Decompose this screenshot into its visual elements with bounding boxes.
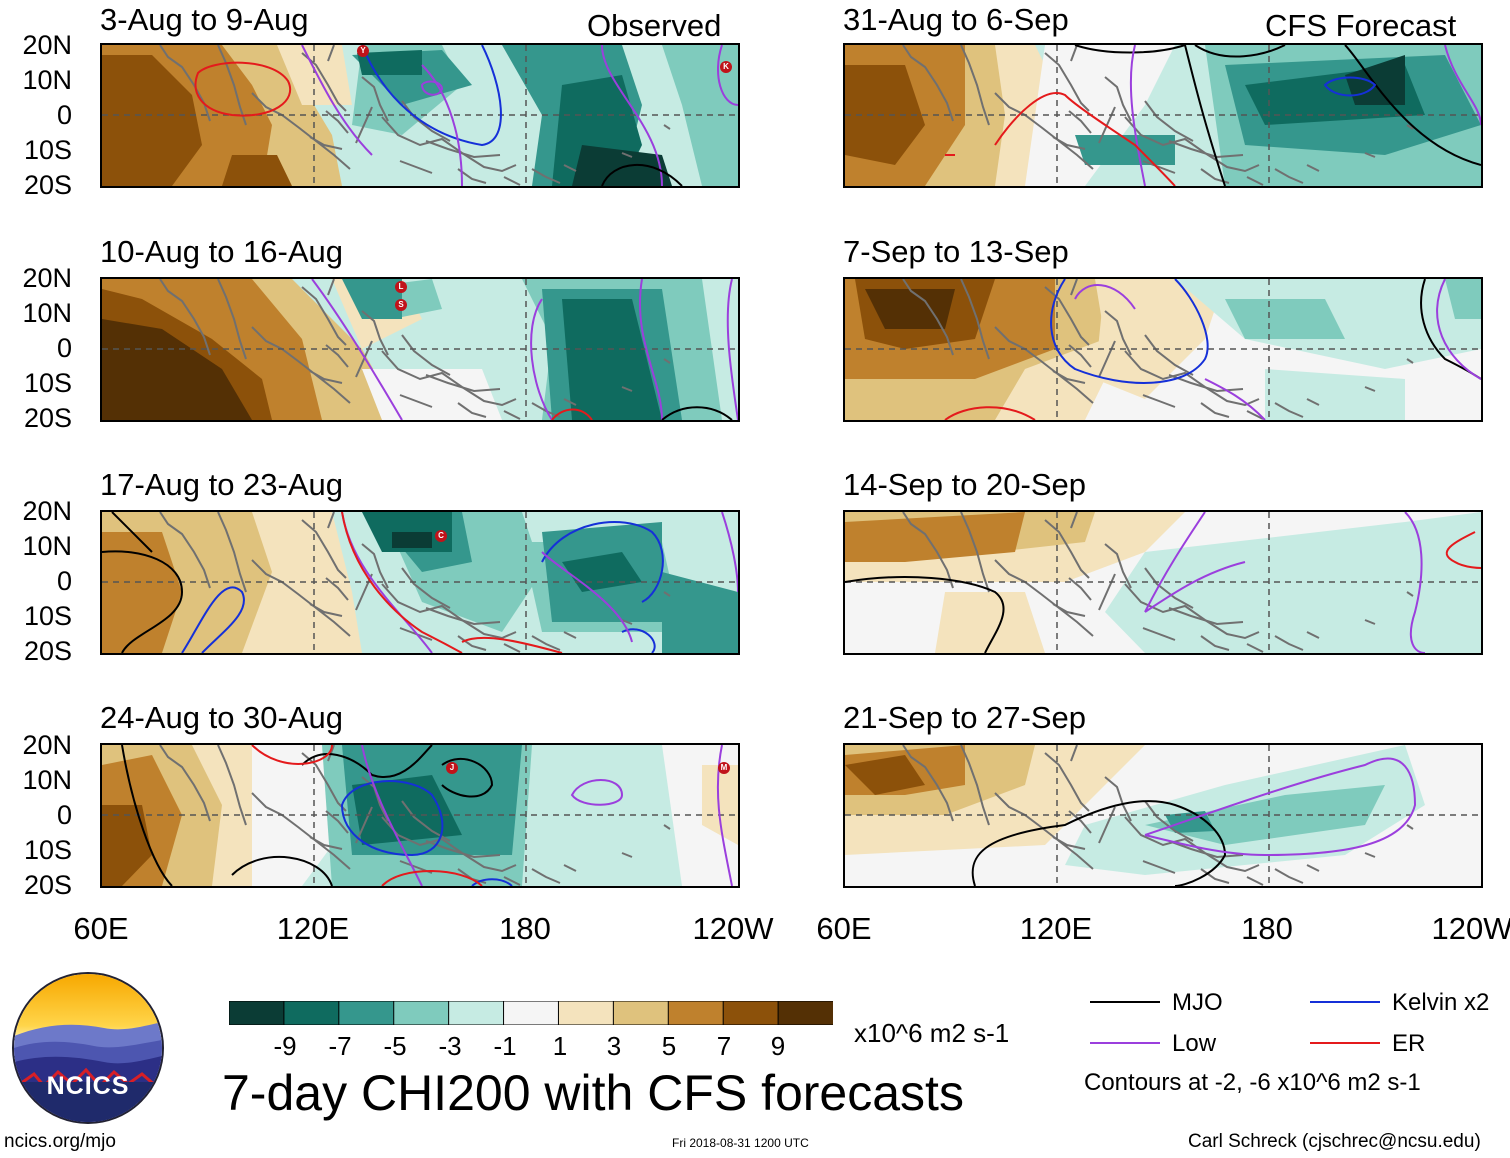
map-panel-fc-1 bbox=[843, 43, 1483, 188]
map-panel-fc-2 bbox=[843, 277, 1483, 422]
lon-label: 60E bbox=[73, 911, 129, 946]
map-panel-fc-3 bbox=[843, 510, 1483, 655]
lat-label: 20N bbox=[22, 263, 72, 293]
map-panel-obs-2: L S bbox=[100, 277, 740, 422]
storm-marker: L bbox=[395, 281, 407, 293]
colorbar-tick: 1 bbox=[552, 1031, 568, 1061]
storm-marker: J bbox=[446, 762, 458, 774]
lat-label: 10N bbox=[22, 65, 72, 95]
colorbar-tick: 3 bbox=[606, 1031, 622, 1061]
colorbar-tick: -9 bbox=[273, 1031, 297, 1061]
logo-graphic bbox=[14, 974, 162, 1122]
lon-label: 180 bbox=[499, 911, 551, 946]
legend-line-er bbox=[1310, 1042, 1380, 1044]
lat-label: 20S bbox=[23, 403, 72, 433]
storm-marker: S bbox=[395, 299, 407, 311]
legend-label-er: ER bbox=[1392, 1030, 1426, 1057]
lat-label: 20S bbox=[23, 870, 72, 900]
panel-title-obs-2: 10-Aug to 16-Aug bbox=[100, 234, 344, 269]
forecast-header: CFS Forecast bbox=[1265, 8, 1457, 43]
main-title: 7-day CHI200 with CFS forecasts bbox=[222, 1065, 964, 1121]
panel-title-fc-2: 7-Sep to 13-Sep bbox=[843, 234, 1069, 269]
lat-label: 10S bbox=[23, 601, 72, 631]
colorbar-tick: -1 bbox=[493, 1031, 517, 1061]
colorbar-swatch bbox=[338, 1000, 395, 1026]
colorbar-tick: 9 bbox=[770, 1031, 786, 1061]
lat-label: 0 bbox=[56, 333, 72, 363]
colorbar-swatch bbox=[557, 1000, 615, 1026]
lat-label: 0 bbox=[56, 566, 72, 596]
lat-label: 20S bbox=[23, 636, 72, 666]
colorbar bbox=[228, 1000, 835, 1026]
lat-label: 10N bbox=[22, 298, 72, 328]
lon-label: 120W bbox=[1431, 911, 1510, 946]
storm-marker: M bbox=[718, 762, 730, 774]
colorbar-tick: 7 bbox=[716, 1031, 732, 1061]
panel-title-obs-4: 24-Aug to 30-Aug bbox=[100, 700, 344, 735]
lon-label: 120E bbox=[1019, 911, 1093, 946]
legend-line-kelvin bbox=[1310, 1001, 1380, 1003]
legend-label-low: Low bbox=[1172, 1030, 1217, 1057]
legend-line-mjo bbox=[1090, 1001, 1160, 1003]
lon-label: 180 bbox=[1241, 911, 1293, 946]
legend-label-kelvin: Kelvin x2 bbox=[1392, 989, 1490, 1016]
ncics-logo: NCICS bbox=[12, 972, 164, 1124]
legend-note: Contours at -2, -6 x10^6 m2 s-1 bbox=[1084, 1069, 1421, 1096]
logo-text: NCICS bbox=[46, 1072, 130, 1100]
map-panel-fc-4 bbox=[843, 743, 1483, 888]
lon-label: 60E bbox=[816, 911, 872, 946]
panel-title-fc-1: 31-Aug to 6-Sep bbox=[843, 2, 1069, 37]
colorbar-swatch bbox=[667, 1000, 725, 1026]
lat-label: 10N bbox=[22, 531, 72, 561]
colorbar-tick: -5 bbox=[383, 1031, 407, 1061]
panel-title-fc-4: 21-Sep to 27-Sep bbox=[843, 700, 1087, 735]
colorbar-swatch bbox=[777, 1000, 835, 1026]
storm-marker: K bbox=[720, 61, 732, 73]
storm-marker: Y bbox=[357, 45, 369, 57]
map-panel-obs-3: C bbox=[100, 510, 740, 655]
colorbar-tick: -3 bbox=[438, 1031, 462, 1061]
map-panel-obs-1: Y K bbox=[100, 43, 740, 188]
footer-timestamp: Fri 2018-08-31 1200 UTC bbox=[672, 1136, 809, 1150]
lat-label: 10S bbox=[23, 135, 72, 165]
lat-label: 20N bbox=[22, 496, 72, 526]
colorbar-swatch bbox=[448, 1000, 505, 1026]
storm-marker: C bbox=[435, 530, 447, 542]
lat-label: 10S bbox=[23, 835, 72, 865]
lat-label: 0 bbox=[56, 800, 72, 830]
footer-credit: Carl Schreck (cjschrec@ncsu.edu) bbox=[1188, 1131, 1481, 1152]
panel-title-fc-3: 14-Sep to 20-Sep bbox=[843, 467, 1087, 502]
observed-header: Observed bbox=[587, 8, 722, 43]
colorbar-swatch bbox=[283, 1000, 340, 1026]
lon-label: 120E bbox=[276, 911, 350, 946]
colorbar-swatch bbox=[722, 1000, 780, 1026]
lat-label: 20N bbox=[22, 30, 72, 60]
lat-label: 10S bbox=[23, 368, 72, 398]
lat-label: 20S bbox=[23, 170, 72, 200]
footer-url[interactable]: ncics.org/mjo bbox=[4, 1131, 116, 1152]
colorbar-swatch bbox=[503, 1000, 560, 1026]
map-panel-obs-4: J M bbox=[100, 743, 740, 888]
colorbar-tick: 5 bbox=[661, 1031, 677, 1061]
colorbar-swatch bbox=[228, 1000, 285, 1026]
colorbar-swatch bbox=[393, 1000, 450, 1026]
colorbar-tick: -7 bbox=[328, 1031, 352, 1061]
legend-line-low bbox=[1090, 1042, 1160, 1044]
lat-label: 10N bbox=[22, 765, 72, 795]
panel-title-obs-3: 17-Aug to 23-Aug bbox=[100, 467, 344, 502]
lat-label: 0 bbox=[56, 100, 72, 130]
lat-label: 20N bbox=[22, 730, 72, 760]
lon-label: 120W bbox=[692, 911, 774, 946]
legend-label-mjo: MJO bbox=[1172, 989, 1223, 1016]
panel-title-obs-1: 3-Aug to 9-Aug bbox=[100, 2, 309, 37]
colorbar-swatch bbox=[612, 1000, 670, 1026]
colorbar-units: x10^6 m2 s-1 bbox=[854, 1018, 1010, 1048]
